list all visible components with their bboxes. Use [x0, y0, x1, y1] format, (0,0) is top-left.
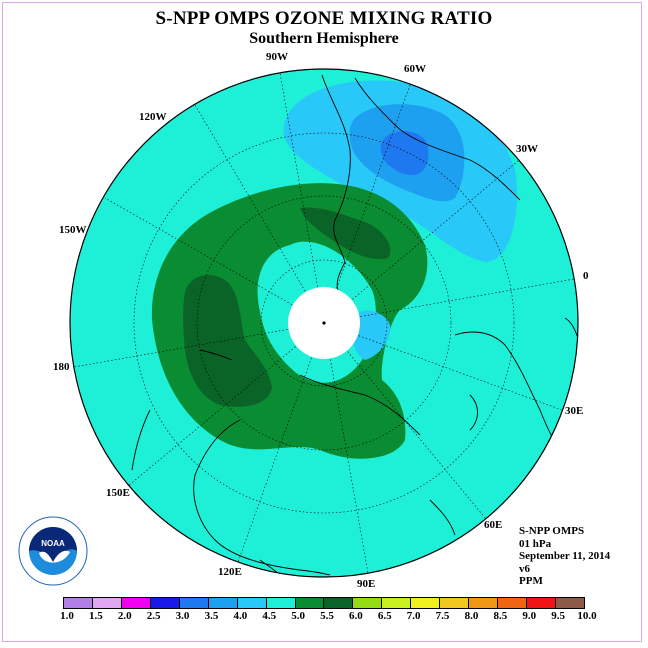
ozone-contour-4-5-pole: [351, 310, 391, 360]
lon-label-150w: 150W: [59, 224, 87, 236]
colorbar-tick-label: 4.0: [233, 610, 248, 622]
lon-label-30w: 30W: [516, 143, 538, 155]
colorbar-swatch: [555, 598, 584, 608]
colorbar-swatch: [353, 598, 383, 608]
coastlines: [131, 74, 578, 576]
ozone-contour-3-5: [380, 131, 429, 175]
info-level: 01 hPa: [519, 537, 552, 550]
colorbar-tick-label: 5.5: [320, 610, 334, 622]
colorbar-swatch: [527, 598, 556, 608]
colorbar-swatch: [237, 598, 267, 608]
lon-label-30e: 30E: [565, 405, 584, 417]
ozone-contour-6-0-north: [300, 207, 391, 260]
colorbar-swatch: [92, 598, 122, 608]
colorbar-tick-label: 2.5: [146, 610, 161, 622]
colorbar-tick-label: 4.5: [262, 610, 277, 622]
lon-label-150e: 150E: [106, 487, 130, 499]
product-info: S-NPP OMPS 01 hPa September 11, 2014 v6 …: [519, 525, 610, 588]
colorbar-tick-label: 3.0: [175, 610, 190, 622]
colorbar-tick-label: 6.5: [377, 610, 392, 622]
ozone-contour-6-0-west: [183, 274, 272, 407]
colorbar-swatch: [266, 598, 296, 608]
colorbar-swatch: [150, 598, 180, 608]
colorbar-swatch: [382, 598, 412, 608]
colorbar-tick-label: 9.0: [522, 610, 537, 622]
colorbar-tick-label: 8.0: [464, 610, 479, 622]
colorbar-swatch: [208, 598, 238, 608]
colorbar-swatch: [64, 598, 93, 608]
colorbar-swatch: [179, 598, 209, 608]
info-version: v6: [519, 562, 530, 575]
lon-label-180: 180: [53, 361, 70, 373]
colorbar-tick-label: 5.0: [291, 610, 305, 622]
lon-label-90w: 90W: [266, 51, 288, 63]
noaa-logo-text: NOAA: [41, 539, 65, 548]
noaa-logo: NOAA: [18, 516, 88, 586]
map-title: S-NPP OMPS OZONE MIXING RATIO: [155, 8, 493, 29]
colorbar-ticks: 1.0 1.5 2.0 2.5 3.0 3.5 4.0 4.5 5.0 5.5 6.0 6.5 7.0 7…: [58, 610, 598, 624]
lon-label-120e: 120E: [218, 566, 242, 578]
colorbar-tick-label: 6.0: [349, 610, 363, 622]
colorbar-tick-label: 2.0: [117, 610, 132, 622]
colorbar-tick-label: 8.5: [493, 610, 508, 622]
colorbar-swatch: [440, 598, 470, 608]
lon-label-90e: 90E: [357, 578, 376, 590]
colorbar-swatch: [295, 598, 325, 608]
image-frame: [2, 2, 642, 642]
colorbar-swatch: [498, 598, 527, 608]
info-instrument: S-NPP OMPS: [519, 525, 585, 537]
info-units: PPM: [519, 575, 543, 588]
colorbar-tick-label: 10.0: [577, 610, 597, 622]
colorbar-tick-label: 1.5: [89, 610, 103, 622]
lon-label-60e: 60E: [484, 519, 503, 531]
colorbar-swatch: [469, 598, 499, 608]
latitude-circles: [133, 132, 515, 514]
colorbar-tick-label: 7.0: [406, 610, 421, 622]
info-date: September 11, 2014: [519, 550, 611, 563]
lon-label-120w: 120W: [139, 111, 167, 123]
lon-label-0: 0: [583, 270, 589, 282]
lon-label-60w: 60W: [404, 63, 426, 75]
colorbar-tick-label: 9.5: [551, 610, 565, 622]
colorbar-tick-label: 3.5: [204, 610, 219, 622]
colorbar-swatch: [324, 598, 354, 608]
colorbar-tick-label: 1.0: [60, 610, 74, 622]
colorbar-swatch: [121, 598, 151, 608]
colorbar: [63, 597, 585, 609]
colorbar-tick-label: 7.5: [435, 610, 450, 622]
map-subtitle: Southern Hemisphere: [249, 30, 399, 47]
map-boundary: [69, 68, 579, 578]
south-pole-marker: [322, 321, 326, 325]
colorbar-swatch: [411, 598, 441, 608]
